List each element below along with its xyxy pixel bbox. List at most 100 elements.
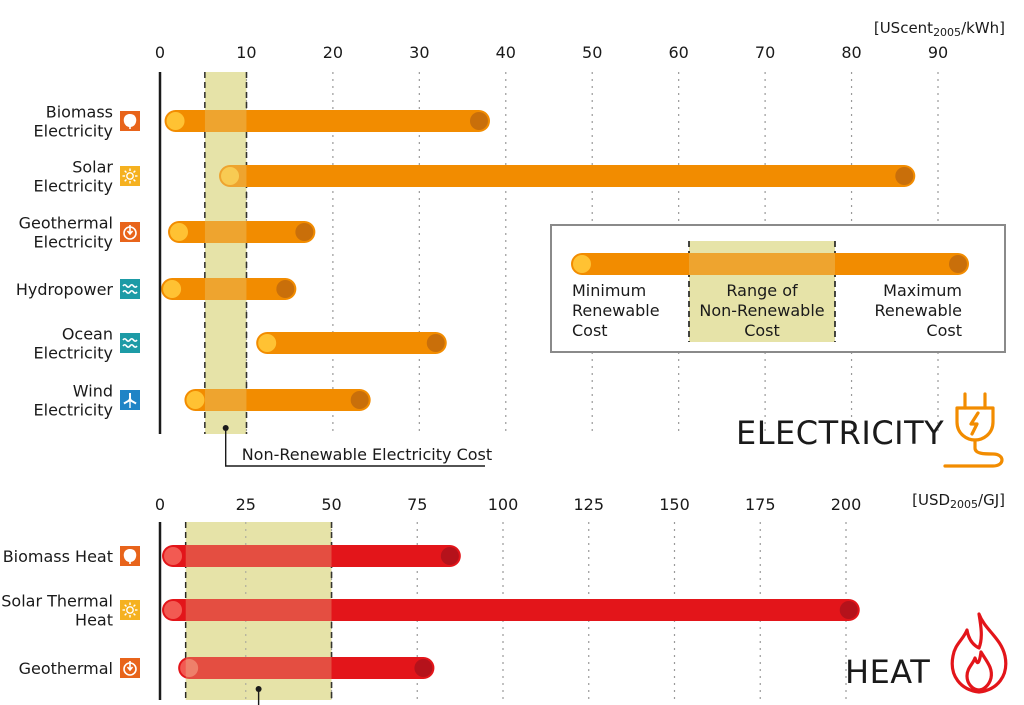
heat-category-label: Solar Thermal Heat xyxy=(1,592,113,630)
electricity-unit-label: [UScent2005/kWh] xyxy=(874,19,1005,39)
electricity-min-marker xyxy=(186,391,205,409)
legend-min-label-line: Cost xyxy=(572,321,608,340)
electricity-category-label-line: Electricity xyxy=(34,122,113,141)
legend-range-label-line: Non-Renewable xyxy=(699,301,824,320)
electricity-tick-label: 70 xyxy=(755,43,775,62)
electricity-tick-label: 30 xyxy=(409,43,429,62)
sun-icon xyxy=(120,166,140,186)
electricity-note-label: Non-Renewable Electricity Cost xyxy=(242,445,492,464)
heat-tick-label: 100 xyxy=(488,495,519,514)
legend-max-label-line: Cost xyxy=(926,321,962,340)
electricity-unit-label-part: /kWh] xyxy=(961,19,1005,37)
electricity-section-title: ELECTRICITY xyxy=(736,414,944,452)
electricity-category-label-line: Electricity xyxy=(34,401,113,420)
sun-icon xyxy=(120,600,140,620)
electricity-category-label-line: Biomass xyxy=(46,103,113,122)
electricity-category-label: Biomass Electricity xyxy=(34,103,113,141)
electricity-band-overlay xyxy=(204,72,247,434)
legend-max-label-line: Renewable xyxy=(874,301,962,320)
electricity-category-label-line: Electricity xyxy=(34,233,113,252)
electricity-tick-label: 20 xyxy=(323,43,343,62)
heat-max-marker xyxy=(414,659,433,677)
electricity-tick-label: 60 xyxy=(668,43,688,62)
electricity-tick-label: 50 xyxy=(582,43,602,62)
electricity-category-label-line: Electricity xyxy=(34,344,113,363)
geothermal-icon xyxy=(120,222,140,242)
heat-unit-label-part: /GJ] xyxy=(978,491,1005,509)
wave-icon-wave xyxy=(122,337,138,343)
sun-icon-core xyxy=(126,172,134,180)
geothermal-icon-arrow xyxy=(126,661,134,672)
sun-icon-ray xyxy=(124,604,127,607)
legend-min-label-line: Renewable xyxy=(572,301,660,320)
heat-band-overlay xyxy=(185,522,332,700)
leaf-icon xyxy=(120,546,140,566)
electricity-tick-label: 80 xyxy=(841,43,861,62)
electricity-tick-label: 0 xyxy=(155,43,165,62)
electricity-tick-label: 10 xyxy=(236,43,256,62)
electricity-unit-label-part: [UScent xyxy=(874,19,933,37)
wave-icon-bg xyxy=(120,333,140,353)
electricity-max-marker xyxy=(469,112,488,130)
electricity-category-label: Hydropower xyxy=(16,280,114,299)
wind-turbine-icon-hub xyxy=(128,398,132,402)
heat-max-marker xyxy=(440,547,459,565)
heat-tick-label: 175 xyxy=(745,495,776,514)
legend-min-label: Minimum Renewable Cost xyxy=(572,281,660,340)
electricity-category-label-line: Geothermal xyxy=(19,214,113,233)
heat-min-marker xyxy=(164,547,183,565)
legend-range-label-line: Cost xyxy=(744,321,780,340)
electricity-tick-label: 40 xyxy=(496,43,516,62)
electricity-min-marker xyxy=(221,167,240,185)
heat-category-label: Biomass Heat xyxy=(3,547,113,566)
plug-prongs xyxy=(963,392,987,410)
electricity-category-label-line: Electricity xyxy=(34,177,113,196)
electricity-min-marker xyxy=(163,280,182,298)
electricity-category-label: Solar Electricity xyxy=(34,158,114,196)
electricity-tick-label: 90 xyxy=(928,43,948,62)
electricity-max-marker xyxy=(276,280,295,298)
electricity-note-leader xyxy=(224,428,485,467)
heat-tick-label: 50 xyxy=(321,495,341,514)
sun-icon-ray xyxy=(133,613,136,616)
heat-max-marker xyxy=(839,601,858,619)
legend-max-label-line: Maximum xyxy=(883,281,962,300)
legend-min-label-line: Minimum xyxy=(572,281,646,300)
sun-icon-ray xyxy=(133,170,136,173)
plug-cord xyxy=(943,438,1004,468)
water-icon-bg xyxy=(120,279,140,299)
electricity-min-marker xyxy=(170,223,189,241)
water-icon-wave xyxy=(122,289,138,295)
electricity-max-marker xyxy=(426,334,445,352)
heat-tick-label: 25 xyxy=(236,495,256,514)
water-icon-wave xyxy=(122,283,138,289)
electricity-category-label-line: Ocean xyxy=(62,325,113,344)
sun-icon-core xyxy=(126,606,134,614)
heat-category-label: Geothermal xyxy=(19,659,113,678)
sun-icon-ray xyxy=(124,170,127,173)
heat-min-marker xyxy=(164,601,183,619)
plug-icon xyxy=(943,392,1004,468)
heat-category-label-line: Solar Thermal xyxy=(1,592,113,611)
heat-tick-label: 0 xyxy=(155,495,165,514)
electricity-category-label: Ocean Electricity xyxy=(34,325,113,363)
leaf-icon xyxy=(120,111,140,131)
electricity-max-marker xyxy=(895,167,914,185)
geothermal-icon-arrow xyxy=(126,225,134,236)
heat-tick-label: 200 xyxy=(831,495,862,514)
heat-tick-label: 125 xyxy=(573,495,604,514)
heat-tick-label: 150 xyxy=(659,495,690,514)
legend-range-label: Range of Non-Renewable Cost xyxy=(699,281,824,340)
electricity-category-label-line: Wind xyxy=(73,382,113,401)
legend-band-overlay xyxy=(689,253,835,275)
flame-outer xyxy=(950,612,1008,694)
electricity-category-label-line: Solar xyxy=(72,158,113,177)
wave-icon-wave xyxy=(122,343,138,349)
plug-bolt xyxy=(969,411,980,436)
electricity-category-label-line: Hydropower xyxy=(16,280,114,299)
sun-icon-ray xyxy=(124,613,127,616)
sun-icon-ray xyxy=(124,179,127,182)
electricity-unit-label-subscript: 2005 xyxy=(933,26,961,39)
